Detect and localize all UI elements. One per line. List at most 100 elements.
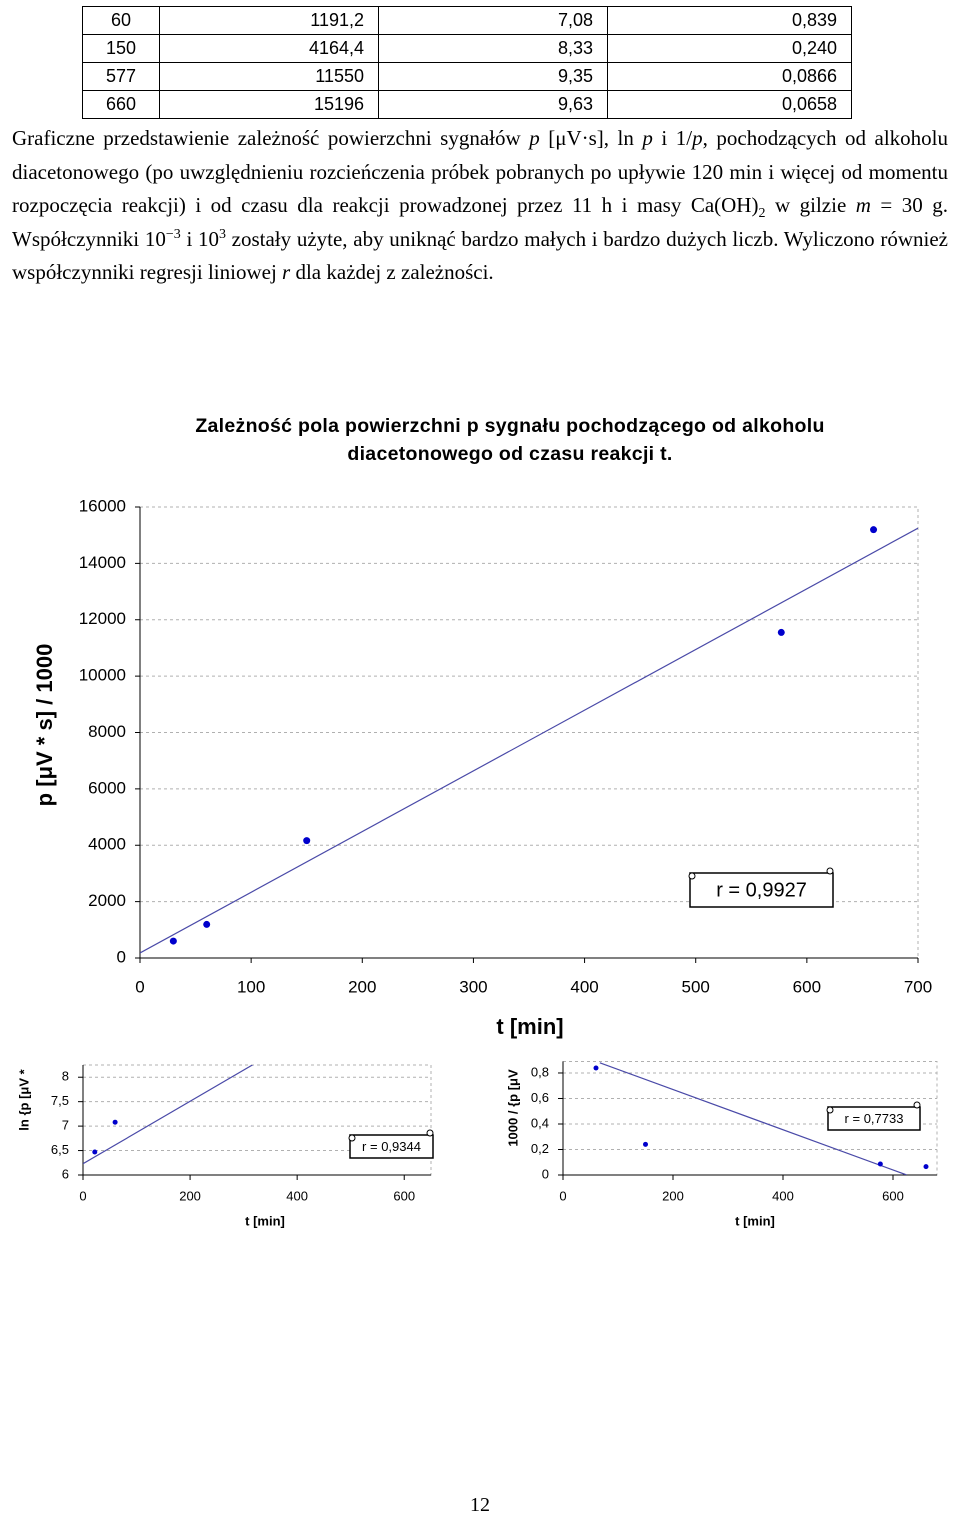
table-row: 660 15196 9,63 0,0658 xyxy=(82,90,852,119)
x-tick-label: 200 xyxy=(348,977,376,996)
table-cell: 8,33 xyxy=(378,34,608,63)
annotation: r = 0,9927 xyxy=(716,879,807,901)
x-tick-label: 600 xyxy=(793,977,821,996)
y-tick-label: 2000 xyxy=(88,891,126,910)
y-tick-label: 7,5 xyxy=(51,1093,69,1108)
x-tick-label: 200 xyxy=(662,1188,684,1203)
annotation: r = 0,7733 xyxy=(845,1111,904,1126)
table-cell: 0,839 xyxy=(607,6,852,35)
x-tick-label: 600 xyxy=(393,1188,415,1203)
text: i 10 xyxy=(180,226,219,251)
y-tick-label: 0,6 xyxy=(531,1090,549,1105)
data-point xyxy=(877,1161,883,1167)
table-cell: 0,240 xyxy=(607,34,852,63)
trendline xyxy=(83,1065,254,1165)
table-cell: 15196 xyxy=(159,90,379,119)
data-point xyxy=(593,1065,599,1071)
data-point xyxy=(870,526,878,534)
text: i 1/ xyxy=(652,126,693,150)
table-cell: 1191,2 xyxy=(159,6,379,35)
scroll-curl xyxy=(348,1134,356,1142)
table-body: 60 1191,2 7,08 0,839 150 4164,4 8,33 0,240 577 11… xyxy=(82,6,852,119)
table-row: 150 4164,4 8,33 0,240 xyxy=(82,34,852,63)
scroll-curl xyxy=(913,1101,921,1109)
x-axis-label: t [min] xyxy=(245,1213,285,1228)
text: , pochodzących od alkoholu diacetonowego… xyxy=(12,126,948,218)
data-point xyxy=(203,920,211,928)
scroll-curl xyxy=(688,872,696,880)
data-point xyxy=(92,1149,98,1155)
text: [μV·s], ln xyxy=(539,126,643,150)
table-cell: 577 xyxy=(82,62,160,91)
x-tick-label: 0 xyxy=(559,1188,566,1203)
x-axis-label: t [min] xyxy=(735,1213,775,1228)
x-tick-label: 400 xyxy=(570,977,598,996)
text: r xyxy=(282,260,291,285)
y-tick-label: 8 xyxy=(62,1069,69,1084)
y-tick-label: 10000 xyxy=(79,666,126,685)
text: p xyxy=(692,126,703,150)
data-point xyxy=(303,837,311,845)
x-tick-label: 600 xyxy=(882,1188,904,1203)
y-tick-label: 7 xyxy=(62,1118,69,1133)
annotation-box xyxy=(349,1134,434,1159)
y-axis-label: ln {p [μV * xyxy=(16,1068,31,1130)
annotation: r = 0,9344 xyxy=(362,1139,421,1154)
table-cell: 0,0866 xyxy=(607,62,852,91)
text: w gilzie xyxy=(765,193,856,218)
text: dla każdej z zależności. xyxy=(290,260,494,285)
paragraph: Graficzne przedstawienie zależność powie… xyxy=(12,122,948,290)
x-tick-label: 700 xyxy=(904,977,932,996)
x-tick-label: 0 xyxy=(135,977,144,996)
text: = 30 g. Współczynniki 10 xyxy=(12,193,949,251)
y-axis-label: p [μV * s] / 1000 xyxy=(32,644,57,807)
text: 3 xyxy=(218,226,226,242)
y-tick-label: 4000 xyxy=(88,835,126,854)
y-tick-label: 12000 xyxy=(79,609,126,628)
text: Graficzne przedstawienie zależność powie… xyxy=(12,126,530,150)
x-tick-label: 300 xyxy=(459,977,487,996)
trendline xyxy=(140,527,918,954)
data-point xyxy=(169,937,177,945)
table-row: 577 11550 9,35 0,0866 xyxy=(82,62,852,91)
x-tick-label: 200 xyxy=(179,1188,201,1203)
y-tick-label: 8000 xyxy=(88,722,126,741)
y-tick-label: 0,8 xyxy=(531,1064,549,1079)
data-point xyxy=(923,1164,929,1170)
data-point xyxy=(643,1141,648,1147)
annotation-box xyxy=(689,872,834,908)
text: m xyxy=(855,193,871,218)
y-tick-label: 14000 xyxy=(79,553,126,572)
table-cell: 9,35 xyxy=(378,62,608,91)
table-cell: 11550 xyxy=(159,62,379,91)
scroll-curl xyxy=(426,1129,434,1137)
table-cell: 4164,4 xyxy=(159,34,379,63)
text: zostały użyte, aby uniknąć bardzo małych… xyxy=(12,226,949,285)
x-tick-label: 400 xyxy=(772,1188,794,1203)
y-tick-label: 6,5 xyxy=(51,1142,69,1157)
y-tick-label: 0 xyxy=(117,947,126,966)
data-table: 60 1191,2 7,08 0,839 150 4164,4 8,33 0,240 577 11… xyxy=(82,6,852,119)
trendline xyxy=(599,1062,907,1175)
table-cell: 0,0658 xyxy=(607,90,852,119)
data-point xyxy=(777,628,785,636)
data-point xyxy=(112,1119,118,1125)
y-tick-label: 6000 xyxy=(88,778,126,797)
text: 2 xyxy=(758,206,766,222)
y-tick-label: 16000 xyxy=(79,496,126,515)
table-cell: 9,63 xyxy=(378,90,608,119)
x-tick-label: 100 xyxy=(237,977,265,996)
x-tick-label: 500 xyxy=(682,977,710,996)
y-tick-label: 6 xyxy=(62,1166,69,1181)
table-row: 60 1191,2 7,08 0,839 xyxy=(82,6,852,35)
page-number: 12 xyxy=(470,1494,490,1516)
chart-title: Zależność pola powierzchni p sygnału poc… xyxy=(195,415,825,465)
text: p xyxy=(642,126,653,150)
text: p xyxy=(529,126,540,150)
y-tick-label: 0,2 xyxy=(531,1141,549,1156)
x-axis-label: t [min] xyxy=(496,1014,563,1039)
y-axis-label: 1000 / {p [μV xyxy=(505,1069,520,1147)
scroll-curl xyxy=(826,1106,834,1114)
x-tick-label: 400 xyxy=(286,1188,308,1203)
